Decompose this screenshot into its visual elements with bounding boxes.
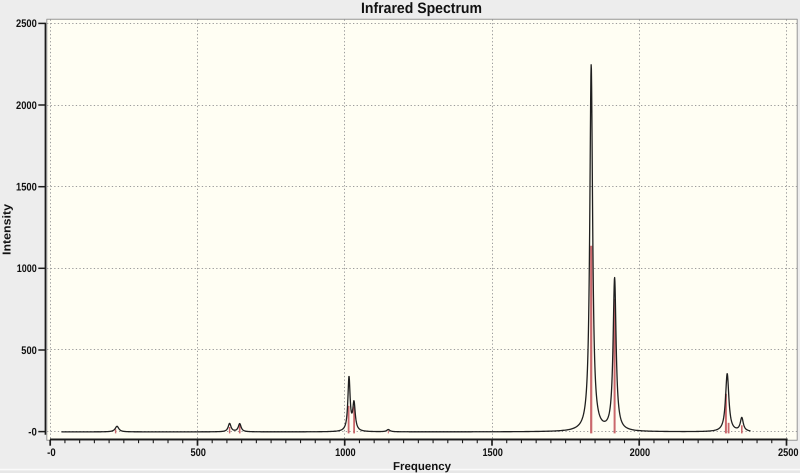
svg-text:1000: 1000 <box>335 447 356 459</box>
svg-text:2500: 2500 <box>16 18 37 30</box>
svg-text:500: 500 <box>190 447 206 459</box>
svg-text:Infrared Spectrum: Infrared Spectrum <box>361 0 482 17</box>
svg-text:1500: 1500 <box>482 447 503 459</box>
svg-text:1000: 1000 <box>17 263 37 275</box>
svg-text:-0: -0 <box>47 447 56 459</box>
svg-text:500: 500 <box>21 345 37 357</box>
svg-text:Frequency: Frequency <box>393 461 452 473</box>
svg-text:2000: 2000 <box>16 100 37 112</box>
svg-text:Intensity: Intensity <box>2 203 14 255</box>
svg-text:2000: 2000 <box>630 447 651 459</box>
svg-text:2500: 2500 <box>778 447 799 459</box>
svg-text:-0: -0 <box>28 426 37 438</box>
svg-text:1500: 1500 <box>16 182 37 194</box>
